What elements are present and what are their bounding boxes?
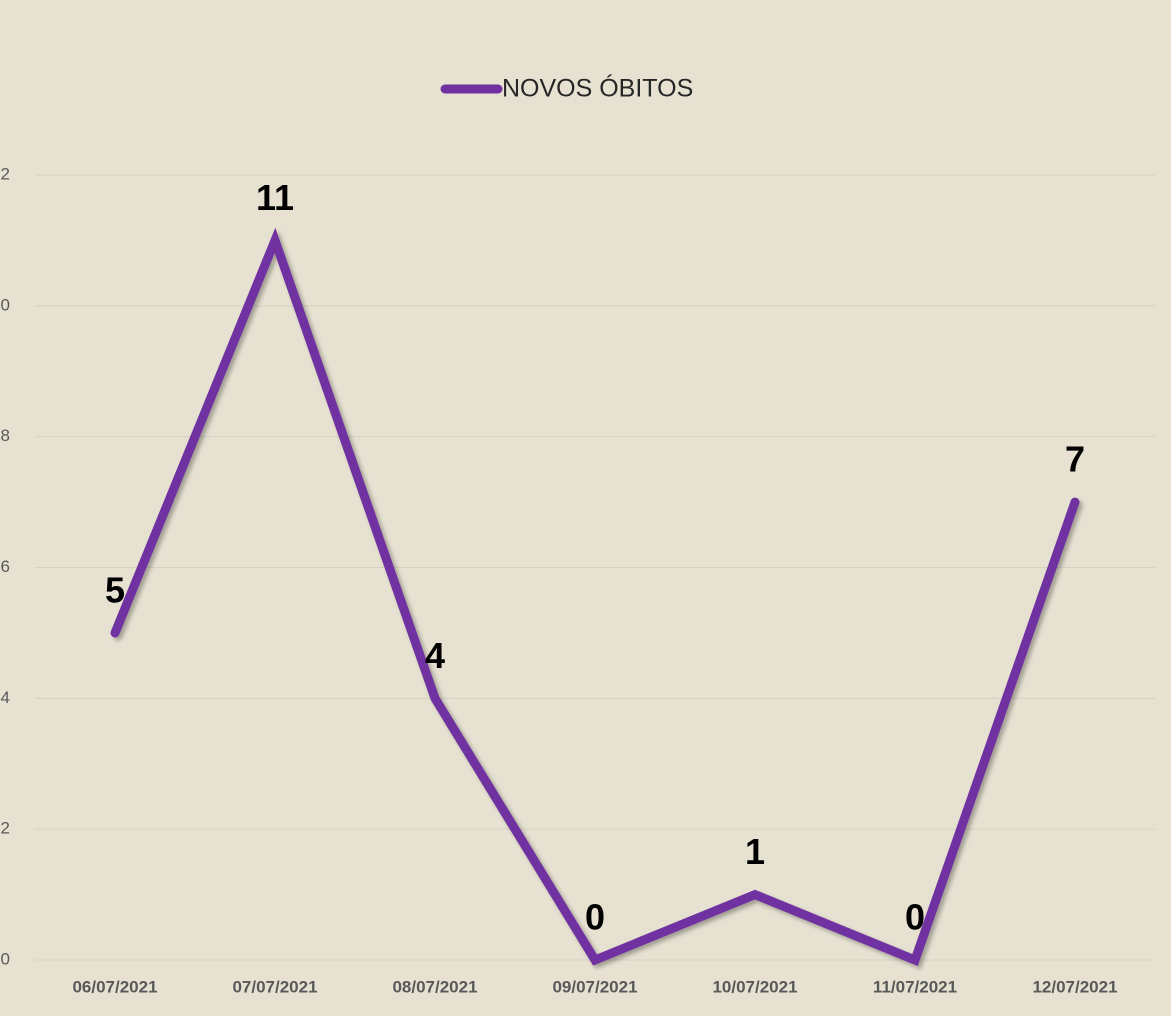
data-label: 7: [1065, 439, 1085, 480]
data-label: 0: [905, 897, 925, 938]
y-tick-label: 0: [1, 949, 10, 968]
data-label: 1: [745, 831, 765, 872]
data-label: 5: [105, 569, 125, 610]
x-tick-label: 08/07/2021: [392, 977, 477, 996]
y-tick-label: 12: [0, 164, 10, 183]
y-tick-label: 8: [1, 426, 10, 445]
y-tick-label: 2: [1, 819, 10, 838]
data-label: 0: [585, 897, 605, 938]
y-tick-label: 6: [1, 557, 10, 576]
x-tick-label: 10/07/2021: [712, 977, 797, 996]
y-tick-label: 10: [0, 295, 10, 314]
legend-label: NOVOS ÓBITOS: [502, 74, 693, 103]
x-tick-label: 06/07/2021: [72, 977, 157, 996]
data-label: 4: [425, 635, 445, 676]
x-tick-label: 07/07/2021: [232, 977, 317, 996]
data-label: 11: [256, 177, 294, 218]
x-tick-label: 09/07/2021: [552, 977, 637, 996]
series-line: [110, 227, 1080, 966]
x-tick-label: 11/07/2021: [873, 977, 957, 996]
x-tick-label: 12/07/2021: [1032, 977, 1117, 996]
y-tick-label: 4: [1, 688, 10, 707]
